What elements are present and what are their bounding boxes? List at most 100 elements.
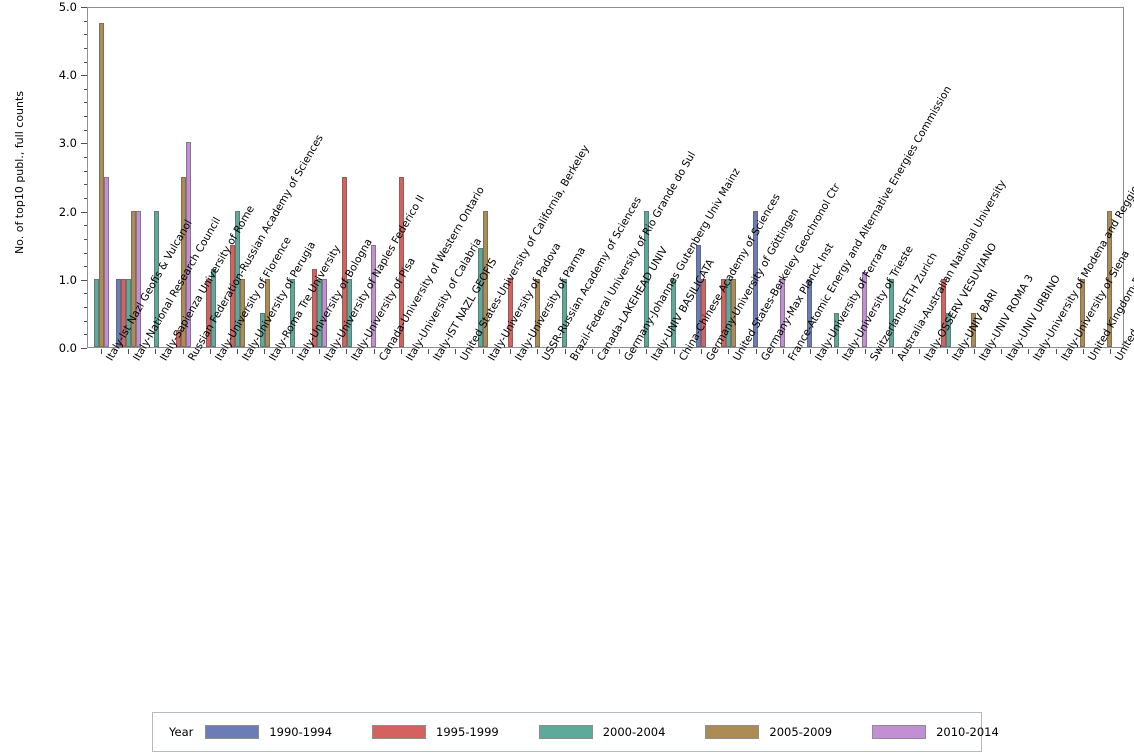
bar: [205, 278, 211, 347]
bar: [136, 210, 142, 347]
bar-group: [251, 8, 278, 347]
legend-title: Year: [169, 725, 194, 739]
bar: [371, 244, 377, 347]
bar: [99, 23, 105, 347]
legend-item[interactable]: 2005-2009: [705, 725, 866, 739]
x-tick: [155, 349, 157, 354]
x-tick: [646, 349, 648, 354]
legend: Year 1990-1994 1995-1999 2000-2004 2005-200…: [152, 712, 999, 752]
bar: [834, 312, 840, 347]
bar-group: [1068, 8, 1095, 347]
bar: [725, 278, 731, 347]
x-tick: [1055, 349, 1057, 354]
bar: [507, 278, 513, 347]
bar: [210, 268, 216, 347]
bar: [131, 210, 137, 347]
bar-group: [714, 8, 741, 347]
bar-group: [524, 8, 551, 347]
x-tick: [537, 349, 539, 354]
bar-group: [115, 8, 142, 347]
bar: [185, 142, 191, 347]
x-tick: [864, 349, 866, 354]
bar: [720, 278, 726, 347]
x-tick: [1110, 349, 1112, 354]
legend-swatch: [538, 725, 593, 739]
x-tick: [400, 349, 402, 354]
legend-swatch: [872, 725, 927, 739]
legend-item[interactable]: 1995-1999: [372, 725, 533, 739]
bar-group: [932, 8, 959, 347]
bar-group: [197, 8, 224, 347]
x-tick: [1001, 349, 1003, 354]
bar: [321, 278, 327, 347]
x-tick: [318, 349, 320, 354]
x-tick: [291, 349, 293, 354]
bar-group: [142, 8, 169, 347]
x-tick: [782, 349, 784, 354]
x-tick: [1083, 349, 1085, 354]
x-tick: [127, 349, 129, 354]
legend-label: 2010-2014: [936, 725, 999, 739]
bar: [311, 268, 317, 347]
bar-group: [551, 8, 578, 347]
bar: [671, 278, 677, 347]
bar-group: [88, 8, 115, 347]
bar: [861, 271, 867, 347]
x-tick: [919, 349, 921, 354]
x-tick: [673, 349, 675, 354]
x-tick: [237, 349, 239, 354]
x-tick: [209, 349, 211, 354]
bar-group: [170, 8, 197, 347]
bar: [940, 278, 946, 347]
bar: [700, 278, 706, 347]
bar: [398, 176, 404, 347]
legend-items: 1990-1994 1995-1999 2000-2004 2005-2009 2010…: [205, 725, 1038, 739]
x-tick: [1028, 349, 1030, 354]
legend-label: 1990-1994: [269, 725, 333, 739]
bar: [180, 176, 186, 347]
x-tick: [428, 349, 430, 354]
bar-group: [360, 8, 387, 347]
bar-group: [497, 8, 524, 347]
bar-group: [469, 8, 496, 347]
bar-group: [660, 8, 687, 347]
legend-item[interactable]: 1990-1994: [205, 725, 366, 739]
x-tick: [701, 349, 702, 354]
bar: [235, 210, 241, 347]
bar: [807, 278, 813, 347]
bar-group: [851, 8, 878, 347]
bar: [230, 244, 236, 347]
x-tick: [373, 349, 375, 354]
x-tick: [564, 349, 566, 354]
bar: [779, 278, 785, 347]
bar: [116, 278, 122, 347]
bar-group: [388, 8, 415, 347]
legend-label: 2005-2009: [769, 725, 833, 739]
bar: [240, 278, 246, 347]
bar: [643, 210, 649, 347]
bar-group: [878, 8, 905, 347]
bar: [482, 210, 488, 347]
x-tick: [810, 349, 812, 354]
x-tick: [482, 349, 484, 354]
legend-item[interactable]: 2010-2014: [872, 725, 1033, 739]
x-tick-label: Italy-University of Naples Federico II: [321, 193, 428, 363]
x-tick: [591, 349, 593, 354]
bar: [730, 278, 736, 347]
bar-group: [333, 8, 360, 347]
x-tick: [892, 349, 894, 354]
bar: [562, 278, 568, 347]
bar: [126, 278, 132, 347]
x-tick-label: Brazil-Federal University of Rio Grande …: [567, 149, 698, 363]
x-tick: [946, 349, 948, 354]
legend-swatch: [372, 725, 427, 739]
x-tick: [264, 349, 266, 354]
bar-group: [1096, 8, 1123, 347]
bar-group: [823, 8, 850, 347]
legend-item[interactable]: 2000-2004: [538, 725, 700, 739]
bar: [1079, 278, 1085, 347]
bar: [153, 210, 159, 347]
bar: [94, 278, 100, 347]
bar-group: [687, 8, 714, 347]
